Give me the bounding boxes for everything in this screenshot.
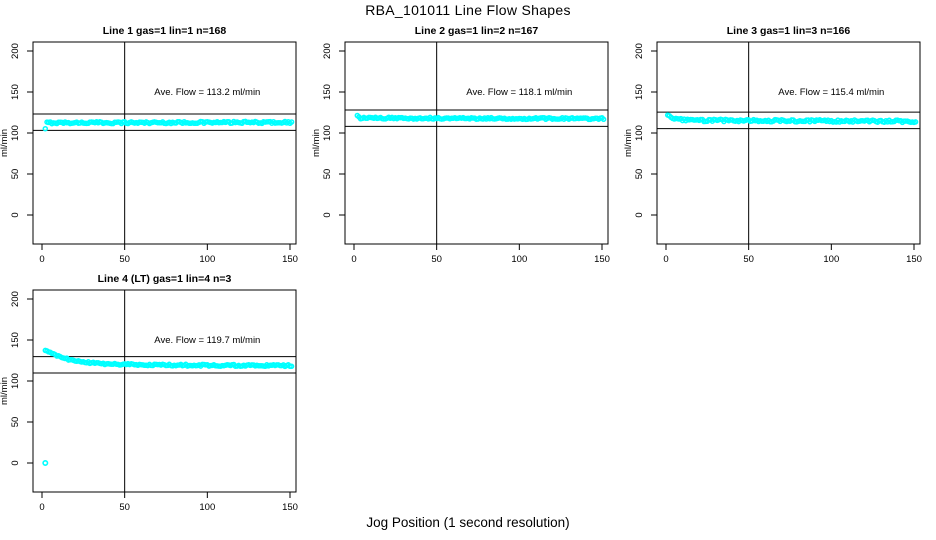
plot-box [32, 41, 297, 245]
y-tick-label: 0 [322, 212, 333, 217]
x-tick-label: 0 [39, 502, 44, 513]
main-title: RBA_101011 Line Flow Shapes [365, 2, 571, 18]
y-tick-label: 150 [322, 84, 333, 100]
x-tick-label: 50 [119, 254, 130, 265]
ave-flow-annotation: Ave. Flow = 118.1 ml/min [466, 87, 572, 98]
data-point [600, 116, 607, 123]
data-point [42, 125, 49, 132]
data-point [288, 119, 295, 125]
x-tick-label: 0 [39, 254, 44, 265]
y-axis-unit-label: ml/min [0, 377, 10, 405]
x-tick-label: 50 [743, 254, 754, 265]
panel-line-4: Line 4 (LT) gas=1 lin=4 n=3 Ave. Flow = 1… [0, 268, 312, 520]
plot-box [656, 41, 921, 245]
ave-flow-annotation: Ave. Flow = 119.7 ml/min [154, 335, 260, 346]
panel-title: Line 4 (LT) gas=1 lin=4 n=3 [98, 273, 232, 285]
x-tick-label: 100 [199, 502, 215, 513]
ave-flow-annotation: Ave. Flow = 113.2 ml/min [154, 87, 260, 98]
panel-title: Line 1 gas=1 lin=1 n=168 [103, 25, 227, 37]
x-tick-label: 100 [511, 254, 527, 265]
y-axis-unit-label: ml/min [624, 129, 634, 157]
y-tick-label: 200 [10, 291, 21, 307]
x-tick-label: 100 [823, 254, 839, 265]
y-tick-label: 100 [10, 373, 21, 389]
y-tick-label: 50 [634, 169, 645, 180]
data-points [664, 112, 919, 126]
panel-svg: Line 2 gas=1 lin=2 n=167 Ave. Flow = 118.… [312, 25, 610, 265]
x-tick-label: 150 [906, 254, 922, 265]
data-points [354, 112, 607, 123]
data-points [42, 347, 295, 467]
y-tick-label: 150 [634, 84, 645, 100]
panel-line-3: Line 3 gas=1 lin=3 n=166 Ave. Flow = 115.… [624, 20, 936, 272]
y-tick-label: 100 [322, 125, 333, 141]
y-tick-label: 0 [10, 212, 21, 217]
x-tick-label: 150 [282, 254, 298, 265]
panel-title: Line 3 gas=1 lin=3 n=166 [727, 25, 851, 37]
x-tick-label: 0 [663, 254, 668, 265]
data-point [288, 363, 295, 370]
y-tick-label: 150 [10, 332, 21, 348]
x-tick-label: 50 [431, 254, 442, 265]
x-tick-label: 50 [119, 502, 130, 513]
outlier-point [42, 460, 49, 467]
x-tick-label: 0 [351, 254, 356, 265]
plot-box [344, 41, 609, 245]
x-tick-label: 150 [282, 502, 298, 513]
y-tick-label: 200 [634, 43, 645, 59]
y-tick-label: 50 [10, 169, 21, 180]
y-axis-unit-label: ml/min [0, 129, 10, 157]
y-tick-label: 100 [10, 125, 21, 141]
y-tick-label: 200 [322, 43, 333, 59]
y-tick-label: 100 [634, 125, 645, 141]
panel-title: Line 2 gas=1 lin=2 n=167 [415, 25, 539, 37]
x-tick-label: 100 [199, 254, 215, 265]
y-tick-label: 50 [322, 169, 333, 180]
y-tick-label: 150 [10, 84, 21, 100]
panel-svg: Line 3 gas=1 lin=3 n=166 Ave. Flow = 115.… [624, 25, 922, 265]
panel-svg: Line 1 gas=1 lin=1 n=168 Ave. Flow = 113.… [0, 25, 298, 265]
plot-box [32, 289, 297, 493]
y-tick-label: 0 [10, 460, 21, 465]
x-axis-label: Jog Position (1 second resolution) [366, 515, 570, 530]
panel-line-1: Line 1 gas=1 lin=1 n=168 Ave. Flow = 113.… [0, 20, 312, 272]
y-axis-unit-label: ml/min [312, 129, 322, 157]
y-tick-label: 50 [10, 417, 21, 428]
y-tick-label: 0 [634, 212, 645, 217]
ave-flow-annotation: Ave. Flow = 115.4 ml/min [778, 87, 884, 98]
data-point [912, 119, 919, 125]
data-points [42, 118, 295, 132]
y-tick-label: 200 [10, 43, 21, 59]
panel-line-2: Line 2 gas=1 lin=2 n=167 Ave. Flow = 118.… [312, 20, 624, 272]
panel-svg: Line 4 (LT) gas=1 lin=4 n=3 Ave. Flow = 1… [0, 273, 298, 513]
x-tick-label: 150 [594, 254, 610, 265]
